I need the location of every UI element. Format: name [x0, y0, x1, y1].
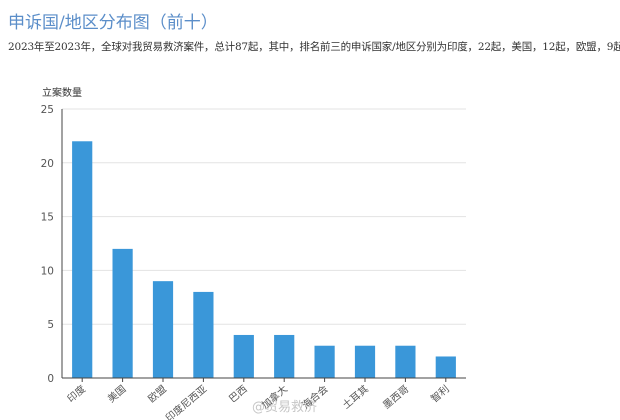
page-description: 2023年至2023年，全球对我贸易救济案件，总计87起，其中，排名前三的申诉国…: [8, 41, 620, 53]
bar: [274, 334, 295, 378]
x-tick-label: 墨西哥: [381, 383, 412, 411]
bar: [193, 291, 214, 378]
y-tick-label: 10: [41, 265, 54, 277]
page-title: 申诉国/地区分布图（前十）: [8, 13, 218, 33]
bar: [112, 248, 133, 378]
x-tick-label: 印度尼西亚: [163, 382, 210, 420]
bar-layer: [72, 141, 456, 378]
bar: [395, 345, 416, 378]
y-axis-label: 立案数量: [42, 86, 82, 99]
x-tick-label: 土耳其: [340, 382, 371, 411]
y-tick-label: 15: [41, 212, 54, 224]
y-tick-label: 25: [41, 104, 54, 116]
y-tick-label: 5: [47, 319, 54, 331]
bar: [314, 345, 335, 378]
bar: [233, 334, 254, 378]
bar: [354, 345, 376, 378]
bar: [72, 141, 93, 378]
x-tick-label: 智利: [428, 382, 452, 405]
bar: [152, 281, 174, 378]
x-tick-label: 欧盟: [146, 383, 169, 405]
y-tick-label: 0: [47, 373, 54, 385]
x-tick-label: 巴西: [227, 383, 250, 405]
x-tick-label: 美国: [105, 382, 129, 405]
y-tick-label: 20: [41, 158, 54, 170]
x-tick-label: 印度: [64, 382, 88, 405]
bar: [435, 356, 456, 378]
watermark-text: @贸易救济: [252, 400, 318, 415]
